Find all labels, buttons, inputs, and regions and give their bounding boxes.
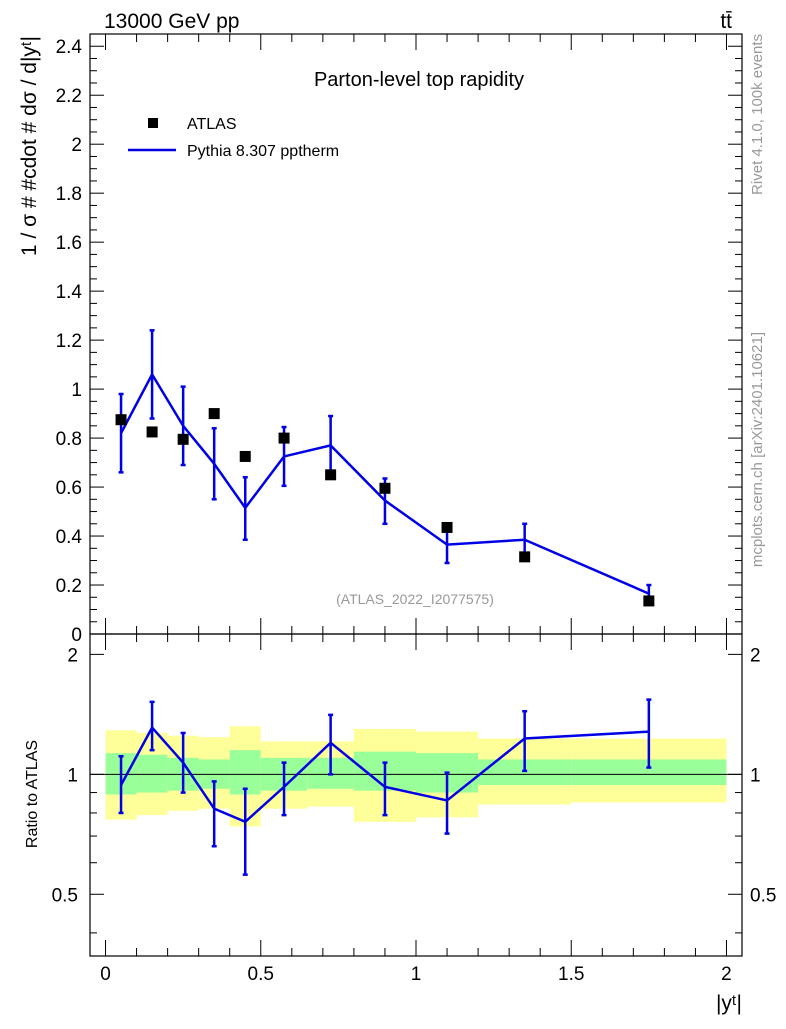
x-tick-label: 0: [100, 964, 111, 985]
y-tick-label: 0: [71, 625, 82, 646]
ratio-panel: 0.5 0.5 1 1 2 2 0 0.5 1 1.5 2 Ratio to ATLAS |yᵗ|: [24, 633, 776, 1015]
atlas-series: [115, 408, 655, 607]
x-tick-label: 0.5: [248, 964, 274, 985]
band-inner: [229, 750, 261, 795]
atlas-point: [208, 408, 220, 420]
y-tick-label: 1: [71, 380, 82, 401]
process-label: tt̄: [720, 10, 732, 33]
main-y-ticks: 0 0.2 0.4 0.6 0.8 1 1.2 1.4 1.6 1.8 2 2.2 2.4: [56, 37, 742, 646]
atlas-point: [379, 482, 391, 494]
atlas-point: [643, 595, 655, 607]
y-tick-label: 0.2: [56, 576, 82, 597]
main-x-ticks: [105, 34, 727, 634]
ratio-y-tick-label-left: 1: [67, 765, 78, 786]
atlas-point: [325, 469, 337, 481]
watermark-label: (ATLAS_2022_I2077575): [336, 591, 494, 607]
y-tick-label: 0.4: [56, 527, 83, 548]
main-title: Parton-level top rapidity: [314, 69, 524, 91]
x-axis-label: |yᵗ|: [716, 992, 742, 1015]
x-tick-label: 1.5: [558, 964, 584, 985]
ratio-y-tick-label-right: 2: [750, 645, 761, 666]
mcplots-label: mcplots.cern.ch [arXiv:2401.10621]: [749, 332, 766, 567]
atlas-point: [177, 433, 189, 445]
main-y-axis-label: 1 / σ # #cdot # dσ / d|yᵗ|: [18, 36, 41, 256]
y-tick-label: 1.2: [56, 331, 82, 352]
atlas-point: [239, 450, 251, 462]
ratio-y-axis-label: Ratio to ATLAS: [24, 740, 41, 848]
ratio-y-tick-label-right: 0.5: [750, 885, 776, 906]
mc-series: [118, 329, 652, 604]
atlas-point: [278, 432, 290, 444]
energy-label: 13000 GeV pp: [104, 10, 239, 33]
atlas-point: [115, 414, 127, 426]
legend: ATLAS Pythia 8.307 pptherm: [128, 116, 339, 160]
legend-pythia-label: Pythia 8.307 pptherm: [187, 143, 339, 160]
y-tick-label: 1.8: [56, 184, 82, 205]
y-tick-label: 1.4: [56, 282, 83, 303]
y-tick-label: 0.6: [56, 478, 82, 499]
x-tick-label: 1: [411, 964, 422, 985]
ratio-y-tick-label-left: 2: [67, 645, 78, 666]
x-tick-label: 2: [721, 964, 732, 985]
ratio-x-ticks: 0 0.5 1 1.5 2: [100, 634, 732, 985]
legend-atlas-marker: [148, 118, 158, 128]
y-tick-label: 2: [71, 135, 82, 156]
uncertainty-bands: [105, 726, 727, 827]
main-panel: 0 0.2 0.4 0.6 0.8 1 1.2 1.4 1.6 1.8 2 2.2 2.4 Parton…: [18, 33, 743, 646]
atlas-point: [146, 426, 158, 438]
legend-atlas-label: ATLAS: [187, 116, 237, 133]
ratio-y-ticks: 0.5 0.5 1 1 2 2: [52, 645, 776, 934]
ratio-y-tick-label-left: 0.5: [52, 885, 78, 906]
ratio-series: [118, 698, 652, 876]
y-tick-label: 1.6: [56, 233, 82, 254]
atlas-point: [441, 521, 453, 533]
ratio-y-tick-label-right: 1: [750, 765, 761, 786]
band-inner: [136, 754, 168, 793]
y-tick-label: 2.4: [56, 37, 83, 58]
atlas-point: [519, 551, 531, 563]
y-tick-label: 2.2: [56, 86, 82, 107]
rivet-label: Rivet 4.1.0, 100k events: [749, 34, 766, 195]
y-tick-label: 0.8: [56, 429, 82, 450]
